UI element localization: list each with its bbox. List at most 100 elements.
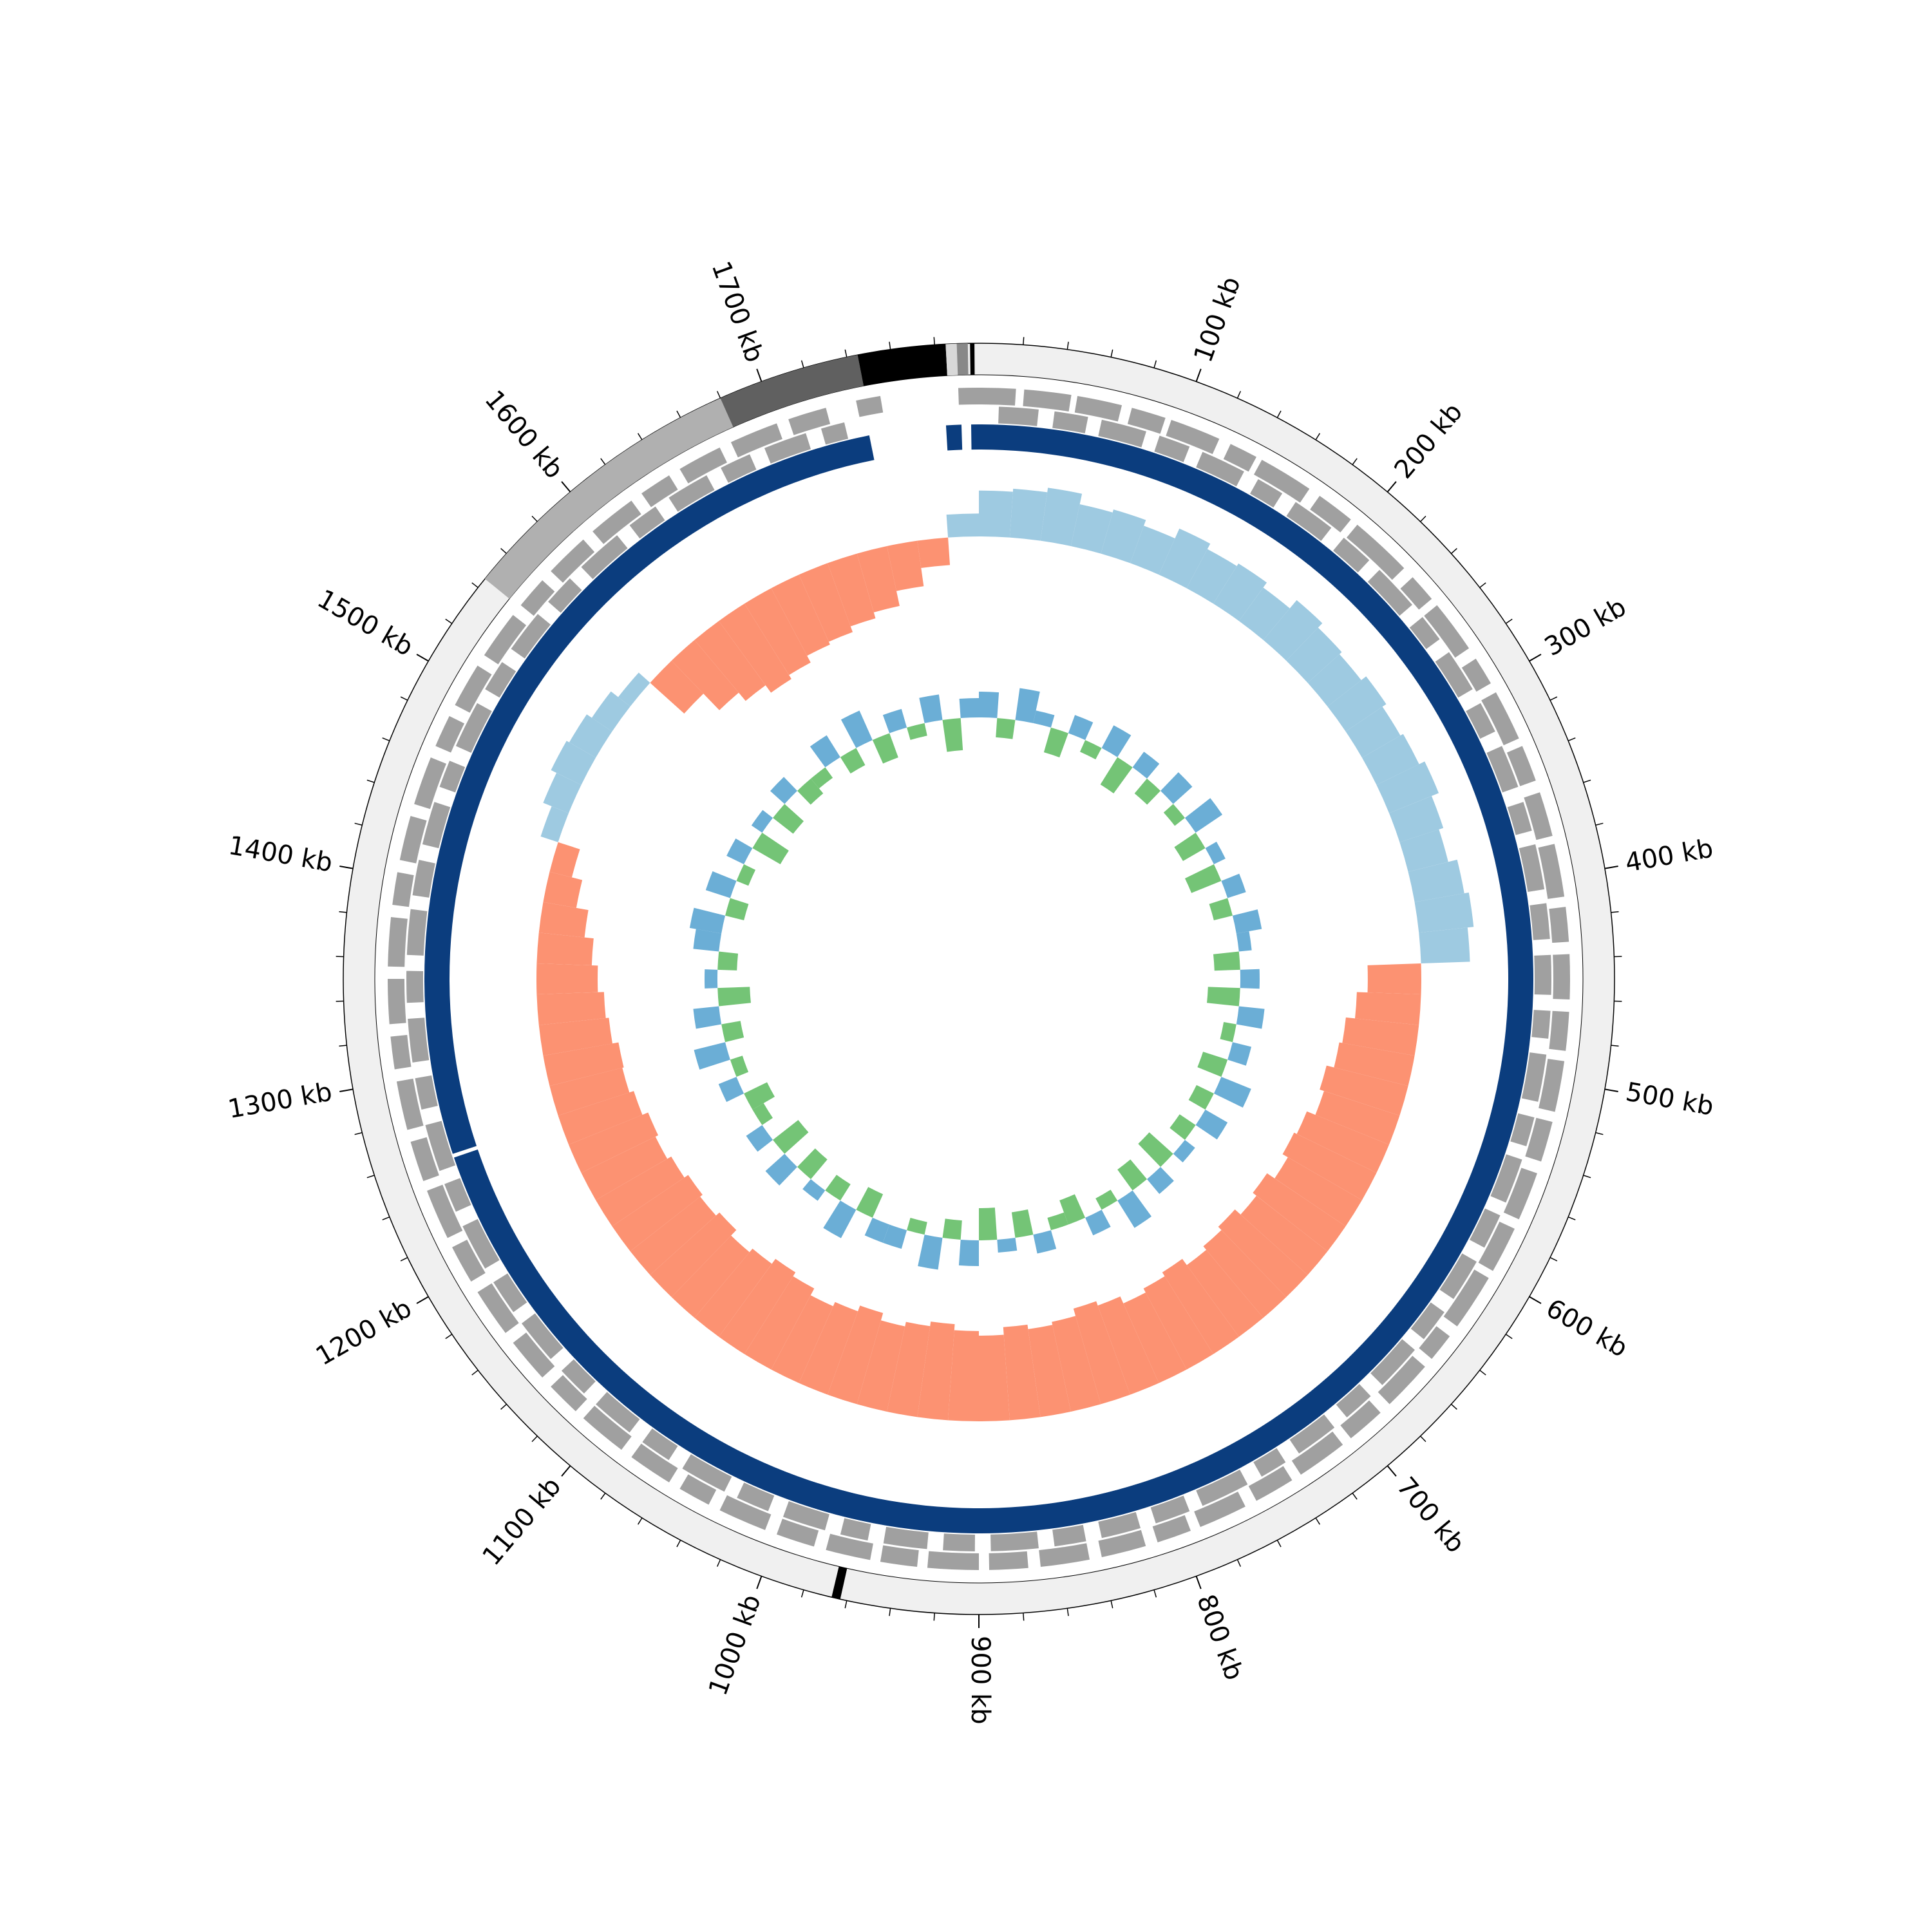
minor-tick <box>500 1403 507 1410</box>
minor-tick <box>1567 737 1576 741</box>
gc-skew-bin <box>887 1321 931 1417</box>
gene <box>477 1283 519 1333</box>
gene <box>408 1018 430 1063</box>
gene <box>390 1035 412 1070</box>
gene <box>1127 408 1166 434</box>
x-tick-label: 600 kb <box>1541 1293 1633 1363</box>
minor-tick <box>1352 1493 1358 1500</box>
gc-content-bin <box>1043 727 1068 758</box>
gene <box>439 761 466 793</box>
gc-content-bin <box>1173 1139 1195 1163</box>
gene <box>452 1239 486 1282</box>
gc-content-bin <box>705 871 737 898</box>
gc-skew-bin <box>1186 1249 1264 1337</box>
gc-content-bin <box>689 907 726 934</box>
gc-content-bin <box>1188 1084 1214 1110</box>
minor-tick <box>800 360 804 368</box>
gene <box>511 614 551 659</box>
x-tick-label: 1200 kb <box>311 1293 417 1371</box>
gene <box>561 1359 596 1394</box>
gene <box>1478 1221 1515 1271</box>
gene <box>1530 903 1550 940</box>
gene <box>679 447 727 484</box>
gc-skew-bin <box>771 574 830 656</box>
gc-skew-bin <box>1028 1325 1071 1417</box>
gene <box>1519 844 1545 892</box>
gene <box>682 1454 732 1492</box>
gene <box>551 1375 587 1412</box>
gene <box>396 1078 424 1130</box>
gc-skew-bin <box>1327 676 1387 732</box>
gene <box>596 1392 640 1433</box>
minor-tick <box>445 1334 453 1340</box>
gc-content-bin <box>694 1042 730 1070</box>
gc-content-bin <box>797 1148 828 1180</box>
gc-content-bin <box>1197 1052 1228 1077</box>
minor-tick <box>1352 458 1358 465</box>
gene <box>1098 419 1146 448</box>
gc-skew-bin <box>1286 627 1342 683</box>
gene <box>493 1273 527 1312</box>
minor-tick <box>716 391 721 399</box>
gc-content-bin <box>1132 752 1160 779</box>
gc-skew-bin <box>569 714 612 758</box>
gc-content-bin <box>693 1006 722 1029</box>
gc-skew-bin <box>857 546 900 612</box>
gc-content-bin <box>1174 832 1206 861</box>
gc-content-bin <box>693 929 722 952</box>
gene <box>1098 1530 1146 1557</box>
gc-content-bin <box>825 1175 851 1201</box>
gc-skew-bin <box>1162 1258 1239 1354</box>
gene <box>880 1545 919 1567</box>
gc-content-bin <box>1015 688 1040 723</box>
gene <box>1510 1113 1535 1146</box>
minor-tick <box>354 822 363 826</box>
gc-skew-bin <box>558 1091 643 1145</box>
major-tick <box>756 1576 762 1589</box>
gene <box>1409 617 1440 649</box>
major-tick <box>339 865 354 869</box>
gc-content-bin <box>718 1077 744 1103</box>
gc-content-bin <box>802 1179 826 1201</box>
region <box>831 1566 848 1600</box>
gene <box>1367 569 1412 616</box>
minor-tick <box>1549 696 1558 701</box>
gc-skew-bin <box>857 1320 905 1412</box>
minor-tick <box>531 1435 538 1443</box>
major-tick <box>561 1465 571 1477</box>
gene <box>826 1533 873 1560</box>
x-tick-label: 700 kb <box>1391 1472 1471 1558</box>
gene <box>1196 1469 1248 1506</box>
x-tick-label: 1000 kb <box>703 1591 767 1700</box>
gene <box>1248 1466 1293 1501</box>
gene <box>1549 907 1569 943</box>
minor-tick <box>1236 1559 1242 1567</box>
gene <box>1291 1431 1343 1475</box>
x-tick-label: 500 kb <box>1624 1077 1716 1122</box>
gene <box>1150 1495 1190 1524</box>
gene <box>679 1474 717 1505</box>
gc-skew-bin <box>1282 1132 1377 1200</box>
gc-content-bin <box>1195 1110 1228 1140</box>
gc-content-bin <box>942 717 963 752</box>
minor-tick <box>366 779 375 783</box>
region <box>484 398 734 599</box>
gc-skew-bin <box>1009 488 1048 541</box>
gene <box>1289 1414 1335 1454</box>
gene <box>1333 538 1370 573</box>
gene <box>1507 802 1532 835</box>
gene <box>399 815 427 864</box>
minor-tick <box>637 433 643 440</box>
gene <box>485 662 516 698</box>
minor-tick <box>445 618 453 624</box>
minor-tick <box>716 1559 721 1567</box>
gc-content-bin <box>1160 772 1193 804</box>
gc-content-bin <box>1033 1230 1057 1254</box>
gc-skew-bin <box>1334 1042 1415 1086</box>
gc-skew-bin <box>979 490 1013 538</box>
gc-content-bin <box>736 864 756 886</box>
gc-skew-bin <box>536 963 598 994</box>
gc-content-bin <box>705 969 718 989</box>
gene <box>1521 1052 1547 1102</box>
